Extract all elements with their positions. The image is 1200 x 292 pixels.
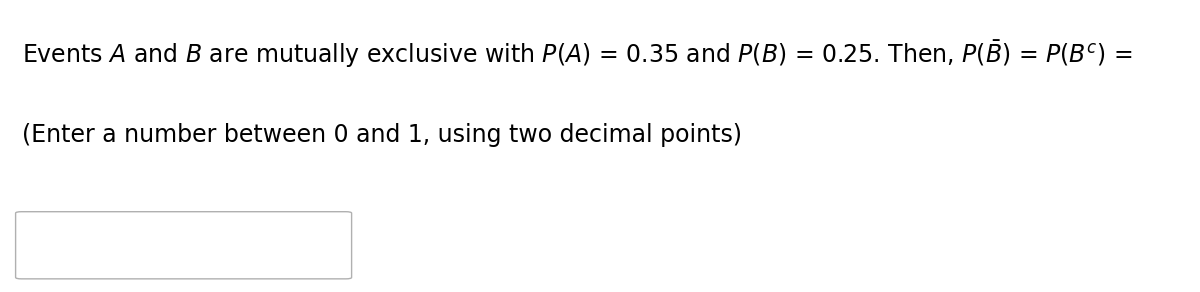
Text: Events $\mathit{A}$ and $\mathit{B}$ are mutually exclusive with $\mathit{P}$($\: Events $\mathit{A}$ and $\mathit{B}$ are… (22, 38, 1132, 70)
Text: (Enter a number between 0 and 1, using two decimal points): (Enter a number between 0 and 1, using t… (22, 123, 742, 147)
FancyBboxPatch shape (16, 212, 352, 279)
